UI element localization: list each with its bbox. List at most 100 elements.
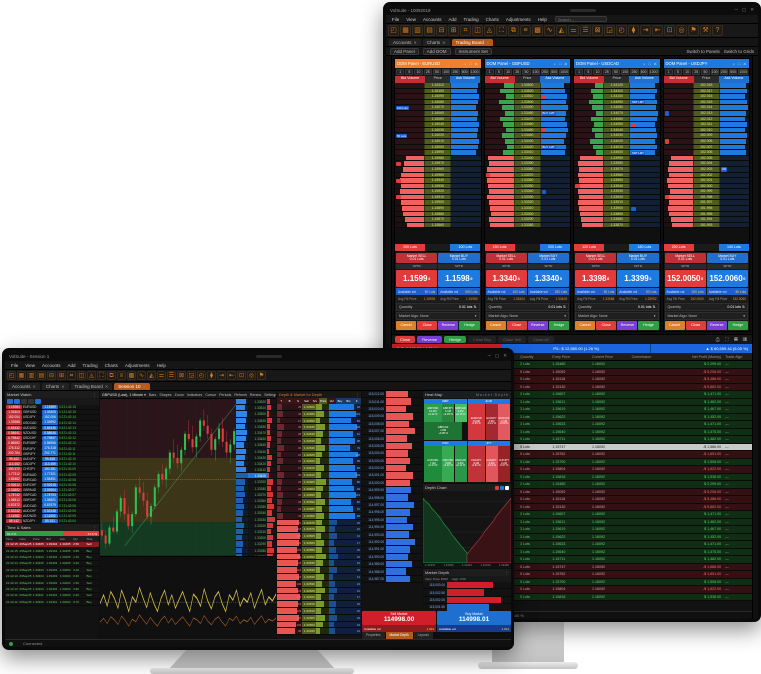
buy-order-marker[interactable]: SRT LMT bbox=[631, 150, 645, 155]
qty-preset-button[interactable]: 1 bbox=[664, 69, 673, 75]
chart-symbol-label[interactable]: GBPUSD (Last), 1 Minute ▾ bbox=[102, 392, 146, 397]
news-icon[interactable]: ☰ bbox=[580, 25, 591, 36]
ladder-row[interactable]: 1.34080 bbox=[574, 105, 660, 111]
column-header[interactable]: Date bbox=[19, 536, 26, 541]
board-icon[interactable]: ⊞ bbox=[57, 371, 66, 380]
bid-bar-cell[interactable] bbox=[395, 178, 425, 183]
qty-preset-button[interactable]: 50 bbox=[432, 69, 442, 75]
ladder-row[interactable]: 151.998 bbox=[663, 194, 749, 201]
bid-bar-cell[interactable] bbox=[574, 189, 604, 194]
ask-left-cell[interactable] bbox=[484, 116, 514, 122]
qty-preset-button[interactable]: 1000 bbox=[738, 69, 749, 75]
bid-right-cell[interactable] bbox=[630, 166, 660, 172]
ladder-row[interactable]: 1.33480 BUY LMT bbox=[484, 110, 570, 117]
ladder-row[interactable]: 1.16090 bbox=[395, 94, 481, 100]
reverse-button[interactable]: Reverse bbox=[706, 321, 727, 330]
ask-bar-cell[interactable] bbox=[451, 110, 481, 116]
bid-right-cell[interactable] bbox=[451, 161, 481, 166]
bid-right-cell[interactable]: 100 bbox=[719, 166, 749, 172]
ladder-row[interactable]: 1.33350 bbox=[484, 183, 570, 190]
price-ladder-row[interactable]: 115,003.00 bbox=[423, 582, 511, 590]
ask-left-cell[interactable] bbox=[574, 133, 604, 138]
bid-right-cell[interactable] bbox=[719, 189, 749, 194]
bid-right-cell[interactable] bbox=[630, 206, 660, 211]
chart-tool-renew[interactable]: Renew bbox=[249, 392, 262, 397]
strip-row[interactable]: 1.33330 bbox=[236, 516, 276, 523]
bid-bar-cell[interactable] bbox=[574, 161, 604, 166]
bid-bar-cell[interactable] bbox=[395, 222, 425, 228]
reverse-button[interactable]: Reverse bbox=[527, 321, 548, 330]
qty-preset-button[interactable]: 500 bbox=[550, 69, 559, 75]
heat-map-tile-eurchf[interactable]: EURCHF 2.1M -0.09 % bbox=[498, 404, 510, 440]
price-ladder[interactable]: 1.16110 1.16100 1.16090 1.16080 100 Lots 1.16… bbox=[395, 83, 481, 244]
market-watch-row[interactable]: 0.79842 USDCHF 0.79847 0.5 21:42:12 bbox=[5, 435, 99, 442]
ladder-row[interactable]: 152.009 bbox=[663, 133, 749, 139]
market-algo-dropdown[interactable]: Market Algo: None ▾ bbox=[575, 312, 659, 320]
sell-quote-button[interactable]: 1.77312 bbox=[6, 472, 22, 477]
bid-right-cell[interactable] bbox=[540, 172, 570, 178]
news-icon[interactable]: ☰ bbox=[167, 371, 176, 380]
heat-map-tile-usdjpy[interactable]: USDJPY 9.2M -0.31 % bbox=[467, 446, 485, 482]
sell-quote-button[interactable]: 190.372 bbox=[6, 467, 22, 472]
market-watch-row[interactable]: 113.452 CADJPY 113.459 0.7 21:42:10 bbox=[5, 461, 99, 468]
sell-market-button[interactable]: Sell Market 114998.00 bbox=[362, 611, 436, 625]
qty-preset-button[interactable]: 100 bbox=[531, 69, 540, 75]
switch-to-grids-link[interactable]: Switch to Grids bbox=[723, 48, 754, 54]
bid-right-cell[interactable] bbox=[540, 166, 570, 172]
heat-map-tile-gbpchf[interactable]: GBPCHF 1.8M +0.08 % bbox=[424, 422, 463, 440]
time-sales-row[interactable]: 21:42:14.90329Sep251.334041.334041.33405… bbox=[5, 554, 99, 561]
bid-bar-cell[interactable] bbox=[395, 194, 425, 200]
tab-close-icon[interactable]: ✕ bbox=[142, 384, 146, 389]
buy-order-marker[interactable]: BUY LMT bbox=[541, 111, 556, 116]
buy-quote-button[interactable]: 202.771 bbox=[42, 451, 58, 457]
ask-left-cell[interactable] bbox=[663, 110, 693, 116]
ladder-row[interactable]: 1.15880 bbox=[395, 211, 481, 218]
buy-quote-button[interactable]: 1.55491 bbox=[42, 477, 58, 483]
ladder-row[interactable]: 152.000 bbox=[663, 183, 749, 190]
depth-ladder-row[interactable]: 115 1.33570 22 bbox=[277, 526, 361, 534]
ask-bar-cell[interactable] bbox=[630, 94, 660, 99]
ladder-row[interactable]: 1.33450 bbox=[484, 127, 570, 134]
ladder-row[interactable]: 152.007 bbox=[663, 144, 749, 151]
ask-bar-cell[interactable] bbox=[630, 138, 660, 144]
qty-preset-button[interactable]: 25 bbox=[423, 69, 432, 75]
tab-accounts[interactable]: Accounts ✕ bbox=[8, 383, 40, 390]
sell-order-marker[interactable] bbox=[631, 122, 636, 127]
chart-tool-bars[interactable]: Bars bbox=[148, 392, 157, 397]
qty-preset-button[interactable]: 25 bbox=[513, 69, 522, 75]
volume-oscillator[interactable] bbox=[100, 555, 276, 639]
bid-right-cell[interactable] bbox=[451, 222, 481, 228]
dom-tab-layouts[interactable]: Layouts bbox=[413, 632, 433, 639]
market-watch-row[interactable]: 0.52242 AUDCHF 0.52248 0.6 21:42:05 bbox=[5, 508, 99, 514]
sell-order-marker[interactable] bbox=[396, 195, 401, 200]
market-buy-button[interactable]: Market BUY 0.01 Lots bbox=[527, 253, 569, 263]
reverse-button[interactable]: Reverse bbox=[417, 336, 443, 343]
scale-icon[interactable]: ⚌ bbox=[568, 25, 579, 36]
strip-row[interactable]: 1.33430 bbox=[236, 454, 276, 461]
bid-bar-cell[interactable] bbox=[484, 189, 514, 194]
sell-quote-button[interactable]: 202.764 bbox=[6, 451, 22, 457]
qty-preset-button[interactable]: 1 bbox=[575, 69, 584, 75]
ladder-row[interactable]: 152.016 bbox=[663, 94, 749, 100]
bid-bar-cell[interactable] bbox=[395, 155, 425, 161]
strip-row[interactable]: 1.33270 bbox=[236, 553, 276, 556]
qty-preset-button[interactable]: 10 bbox=[682, 69, 692, 75]
ask-left-cell[interactable] bbox=[574, 99, 604, 105]
open-icon[interactable]: ◰ bbox=[388, 25, 399, 36]
tab-close-icon[interactable]: ✕ bbox=[32, 384, 36, 389]
sell-quote-button[interactable]: 1.33988 bbox=[6, 420, 22, 425]
qty-preset-button[interactable]: 100 bbox=[710, 69, 719, 75]
price-ladder-row[interactable]: 115,009.00 bbox=[362, 413, 422, 421]
ask-left-cell[interactable] bbox=[663, 99, 693, 105]
strip-row[interactable]: 1.33300 bbox=[236, 535, 276, 542]
bid-right-cell[interactable] bbox=[719, 183, 749, 189]
dom-panel-header[interactable]: DOM Panel - EURUSD ⌕ ⛶ ✕ bbox=[395, 59, 481, 68]
ladder-row[interactable]: 1.33530 bbox=[484, 83, 570, 89]
ladder-row[interactable]: 1.33960 bbox=[574, 172, 660, 179]
market-watch-row[interactable]: 0.87672 AUDCAD 0.87679 0.7 21:42:06 bbox=[5, 503, 99, 509]
price-ladder[interactable]: 1.33530 1.33520 1.33510 1.33500 1.33490 1.334… bbox=[484, 83, 570, 244]
ladder-row[interactable]: 152.014 bbox=[663, 105, 749, 111]
column-header[interactable]: Price bbox=[32, 536, 40, 541]
qty-preset-button[interactable]: 250 bbox=[630, 69, 639, 75]
sell-order-marker[interactable] bbox=[664, 195, 669, 200]
